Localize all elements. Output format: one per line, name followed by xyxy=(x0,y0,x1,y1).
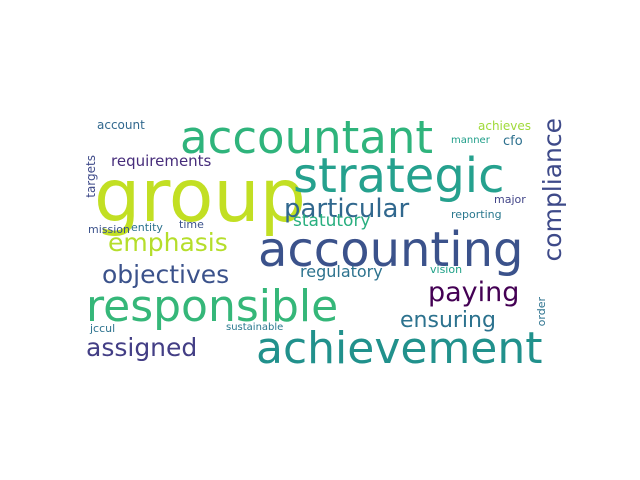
word-accounting: accounting xyxy=(258,222,524,278)
word-emphasis: emphasis xyxy=(108,228,228,257)
word-order: order xyxy=(535,297,548,327)
word-assigned: assigned xyxy=(86,333,198,362)
word-jccul: jccul xyxy=(90,322,116,335)
word-achieves: achieves xyxy=(478,119,532,133)
word-requirements: requirements xyxy=(111,152,212,170)
word-regulatory: regulatory xyxy=(300,262,383,281)
word-particular: particular xyxy=(284,194,410,224)
word-ensuring: ensuring xyxy=(400,308,496,333)
word-cfo: cfo xyxy=(503,134,523,149)
word-responsible: responsible xyxy=(86,281,339,332)
word-vision: vision xyxy=(430,263,463,276)
word-group: group xyxy=(94,154,307,239)
word-entity: entity xyxy=(131,221,163,234)
word-statutory: statutory xyxy=(293,211,371,231)
word-strategic: strategic xyxy=(293,148,505,204)
word-major: major xyxy=(494,193,526,206)
word-targets: targets xyxy=(84,155,98,198)
word-sustainable: sustainable xyxy=(226,322,284,333)
word-time: time xyxy=(179,218,204,231)
word-manner: manner xyxy=(451,135,490,146)
word-compliance: compliance xyxy=(538,118,567,262)
word-achievement: achievement xyxy=(256,323,543,374)
word-account: account xyxy=(97,118,145,132)
word-reporting: reporting xyxy=(451,208,502,221)
word-mission: mission xyxy=(88,223,130,236)
word-accountant: accountant xyxy=(180,111,434,164)
word-paying: paying xyxy=(428,277,520,308)
word-objectives: objectives xyxy=(102,260,230,289)
